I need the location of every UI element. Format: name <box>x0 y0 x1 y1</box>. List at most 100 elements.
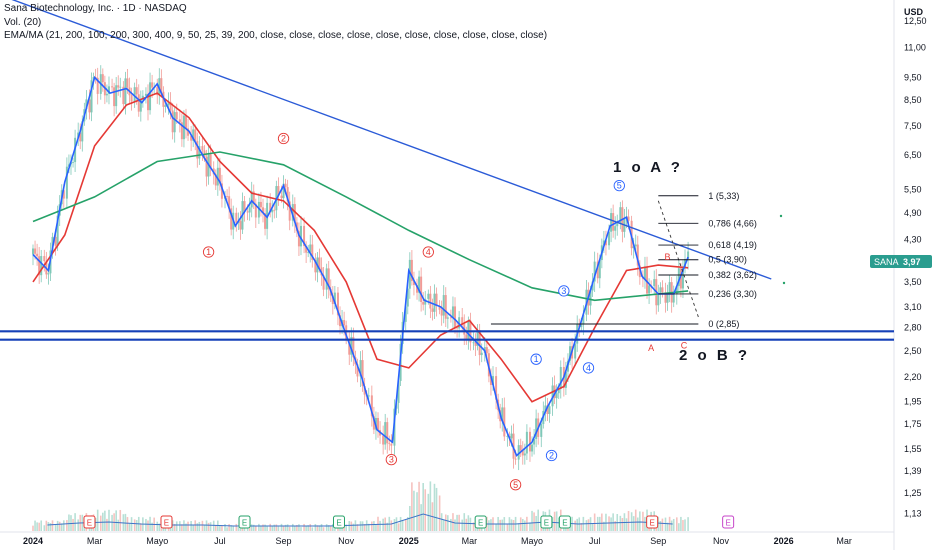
volume-bar <box>596 516 599 531</box>
volume-legend[interactable]: Vol. (20) <box>4 17 42 28</box>
volume-bar <box>135 520 138 531</box>
candle-body <box>388 443 391 445</box>
volume-bar <box>416 492 418 531</box>
candle-body <box>352 337 355 358</box>
candle-body <box>659 287 662 294</box>
volume-bar <box>145 518 147 531</box>
volume-bar <box>179 521 181 531</box>
x-axis[interactable]: 2024 Mar Mayo Jul Sep Nov 2025 Mar Mayo Jul Sep Nov… <box>23 536 852 546</box>
volume-bar <box>115 510 117 531</box>
volume-bar <box>255 526 257 531</box>
annotation-scenario-b: 2 o B ? <box>679 347 750 364</box>
y-tick-label: 12,50 <box>904 16 927 26</box>
wave-label: A <box>648 343 654 353</box>
volume-bar <box>574 520 576 531</box>
candle-body <box>485 347 488 354</box>
candle-body <box>442 295 445 316</box>
candle-body <box>668 282 671 295</box>
volume-bar <box>365 520 368 531</box>
volume-bar <box>49 523 52 531</box>
moving-averages-layer <box>32 92 689 403</box>
volume-bar <box>300 527 302 531</box>
volume-bar <box>422 483 424 531</box>
volume-bar <box>373 521 375 531</box>
volume-bar <box>621 518 624 531</box>
volume-bar <box>314 524 317 531</box>
last-price-symbol: SANA <box>874 257 899 267</box>
candle-body <box>139 99 142 112</box>
volume-bar <box>262 524 264 531</box>
earnings-badge <box>238 515 251 529</box>
candle-body <box>418 276 421 293</box>
candle-body <box>156 87 159 96</box>
x-tick-label: Mayo <box>146 536 168 546</box>
chart-title[interactable]: Sana Biotechnology, Inc. · 1D · NASDAQ <box>4 3 187 14</box>
candle-body <box>596 261 599 279</box>
candle-body <box>81 121 84 142</box>
wave-label: 5 <box>617 181 622 191</box>
volume-bar <box>322 527 325 531</box>
drawing-lines-layer[interactable] <box>0 0 894 341</box>
indicators-legend[interactable]: EMA/MA (21, 200, 100, 200, 300, 400, 9, … <box>4 30 548 41</box>
volume-bar <box>529 522 531 531</box>
volume-bar <box>605 513 607 531</box>
volume-bar <box>603 521 605 531</box>
candle-body <box>250 191 253 208</box>
volume-bar <box>36 522 38 531</box>
candle-body <box>167 101 170 106</box>
candle-body <box>506 435 509 437</box>
candle-body <box>390 444 393 446</box>
y-tick-label: 5,50 <box>904 184 922 194</box>
candle-body <box>192 129 195 141</box>
volume-bar <box>682 520 684 531</box>
candle-body <box>610 213 613 232</box>
volume-bar <box>68 514 70 531</box>
candle-body <box>252 191 255 204</box>
candle-body <box>646 266 649 294</box>
candle-body <box>519 445 522 451</box>
volume-bar <box>447 515 449 531</box>
volume-bar <box>260 526 262 531</box>
candle-body <box>422 301 425 305</box>
volume-bar <box>286 524 289 531</box>
candle-body <box>476 330 479 346</box>
candle-body <box>503 407 506 437</box>
candle-body <box>269 202 272 213</box>
volume-bar <box>273 524 276 531</box>
volume-bar <box>601 513 603 531</box>
volume-bar <box>203 525 206 531</box>
volume-bar <box>45 520 48 531</box>
volume-bar <box>258 523 260 531</box>
volume-bar <box>51 520 54 531</box>
volume-bar <box>320 523 323 531</box>
candle-body <box>461 317 464 325</box>
candle-body <box>325 268 328 290</box>
candle-body <box>336 292 339 316</box>
candle-body <box>582 314 585 325</box>
candle-body <box>67 164 70 167</box>
candle-body <box>228 196 231 209</box>
candle-body <box>569 346 572 361</box>
volume-bar <box>553 511 556 531</box>
candle-body <box>555 393 558 399</box>
candle-body <box>548 406 551 414</box>
ma-200-line <box>32 151 689 302</box>
y-tick-label: 1,25 <box>904 488 922 498</box>
candle-body <box>449 317 452 319</box>
fib-level-label: 0,5 (3,90) <box>708 255 747 265</box>
candle-body <box>593 261 596 282</box>
candle-body <box>672 294 675 303</box>
y-axis[interactable]: 12,50 11,00 9,50 8,50 7,50 6,50 5,50 4,90 4,30 3,… <box>904 16 927 518</box>
volume-bar <box>171 520 174 531</box>
candle-body <box>173 112 176 133</box>
candle-body <box>653 279 656 287</box>
volume-bar <box>593 513 596 531</box>
volume-bar <box>327 525 330 531</box>
candle-body <box>160 78 163 92</box>
candle-body <box>111 86 114 88</box>
fibonacci-layer[interactable]: 1 (5,33) 0,786 (4,66) 0,618 (4,19) 0,5 (3,9… <box>490 191 757 329</box>
volume-bar <box>661 518 664 531</box>
volume-bar <box>303 523 305 531</box>
